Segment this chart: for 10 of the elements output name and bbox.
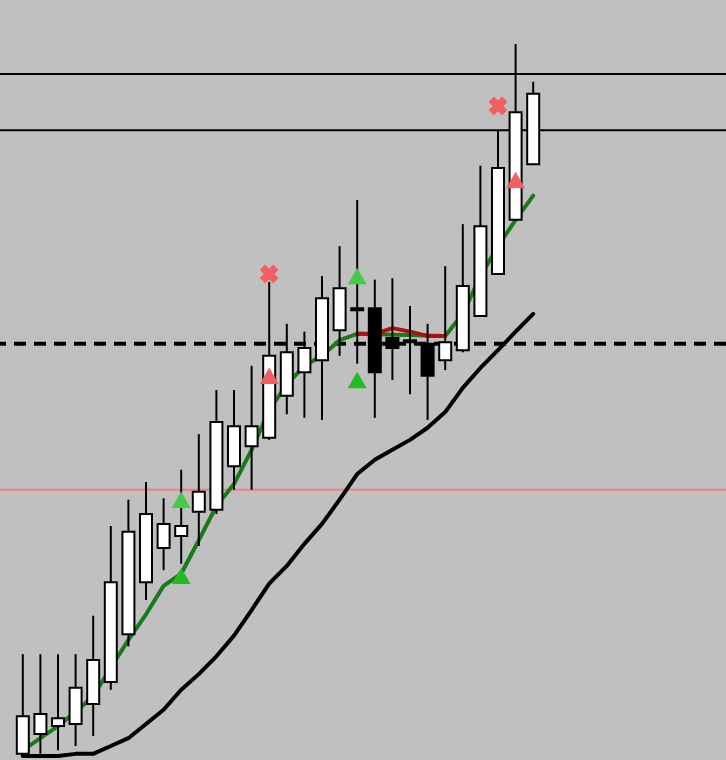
point: [347, 267, 367, 285]
candlestick: [51, 653, 65, 752]
point: [171, 567, 191, 585]
point: [506, 171, 526, 189]
point: [347, 371, 367, 389]
point: [488, 96, 508, 116]
point: [171, 491, 191, 508]
point: [259, 264, 279, 284]
candlestick: [227, 389, 241, 491]
point: [259, 367, 279, 385]
